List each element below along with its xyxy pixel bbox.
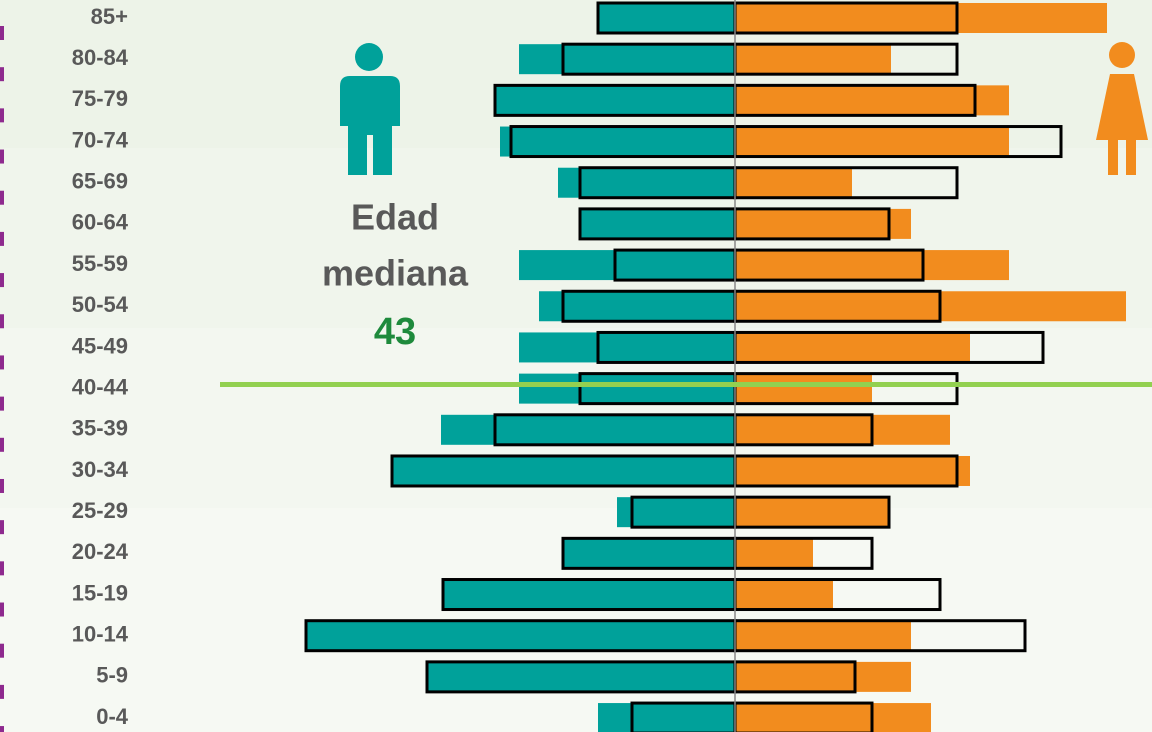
row-tick <box>0 396 4 411</box>
bar <box>519 44 735 75</box>
bar <box>563 538 735 569</box>
y-tick-label: 75-79 <box>72 86 128 111</box>
bar <box>735 414 950 445</box>
bar <box>735 85 1009 116</box>
bar <box>392 455 735 486</box>
bar <box>539 291 735 322</box>
female-icon <box>1096 42 1148 175</box>
bar <box>735 579 833 610</box>
row-tick <box>0 726 4 732</box>
bar <box>735 3 1107 33</box>
row-tick <box>0 273 4 288</box>
bar <box>735 661 911 692</box>
bar <box>735 620 911 651</box>
bar <box>735 703 931 732</box>
row-tick <box>0 355 4 370</box>
bar <box>598 3 735 33</box>
bar <box>441 414 735 445</box>
y-tick-label: 65-69 <box>72 169 128 194</box>
y-tick-label: 35-39 <box>72 416 128 441</box>
bar <box>735 291 1126 322</box>
y-tick-label: 10-14 <box>72 622 129 647</box>
row-tick <box>0 478 4 493</box>
row-tick <box>0 190 4 205</box>
y-tick-label: 70-74 <box>72 127 129 152</box>
bar <box>519 332 735 363</box>
y-tick-label: 50-54 <box>72 292 129 317</box>
median-value: 43 <box>374 311 416 353</box>
bar <box>735 373 872 404</box>
bar <box>519 373 735 404</box>
row-tick <box>0 149 4 164</box>
bar <box>443 579 735 610</box>
bar <box>735 126 1009 157</box>
row-tick <box>0 231 4 246</box>
bar <box>735 208 911 239</box>
row-tick <box>0 314 4 329</box>
bar <box>558 167 735 198</box>
y-tick-label: 30-34 <box>72 457 129 482</box>
bar <box>580 208 735 239</box>
bar <box>735 250 1009 281</box>
annotation: mediana <box>322 253 469 294</box>
row-tick <box>0 684 4 699</box>
y-tick-label: 5-9 <box>96 663 128 688</box>
bar <box>735 455 970 486</box>
bar <box>495 85 735 116</box>
bar <box>735 167 852 198</box>
bar <box>617 497 735 528</box>
bar <box>427 661 735 692</box>
y-tick-label: 60-64 <box>72 210 129 235</box>
y-tick-label: 25-29 <box>72 498 128 523</box>
y-tick-label: 0-4 <box>96 704 129 729</box>
y-tick-label: 45-49 <box>72 333 128 358</box>
row-tick <box>0 561 4 576</box>
annotation: Edad <box>351 197 439 238</box>
row-tick <box>0 67 4 82</box>
row-tick <box>0 108 4 123</box>
male-icon <box>340 43 400 175</box>
row-tick <box>0 520 4 535</box>
row-tick <box>0 26 4 40</box>
bar <box>306 620 735 651</box>
y-tick-label: 15-19 <box>72 580 128 605</box>
y-tick-label: 55-59 <box>72 251 128 276</box>
row-tick <box>0 437 4 452</box>
bar <box>500 126 735 157</box>
bar <box>598 703 735 732</box>
row-tick <box>0 643 4 658</box>
bar <box>735 497 889 528</box>
bar <box>735 538 813 569</box>
bar <box>519 250 735 281</box>
y-tick-label: 20-24 <box>72 539 129 564</box>
y-tick-label: 80-84 <box>72 45 129 70</box>
y-tick-label: 85+ <box>91 4 128 29</box>
bar <box>735 44 891 75</box>
bar <box>735 332 970 363</box>
row-tick <box>0 602 4 617</box>
y-tick-label: 40-44 <box>72 374 129 399</box>
